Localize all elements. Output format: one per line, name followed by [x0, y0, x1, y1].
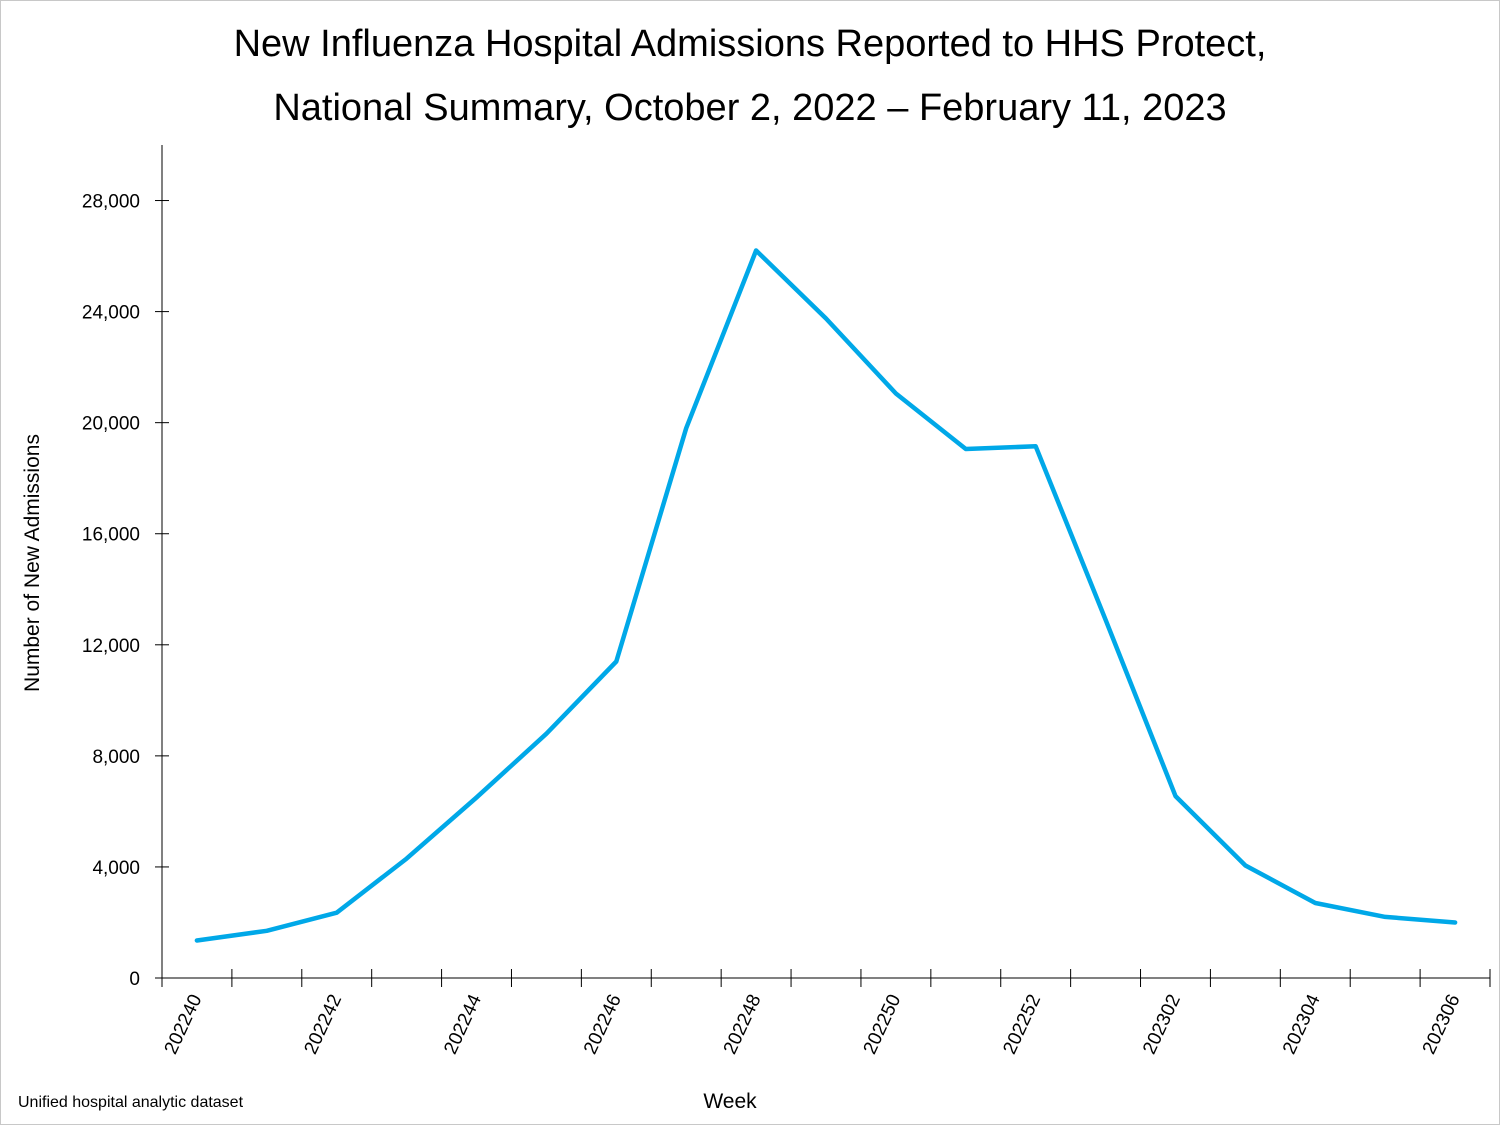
y-tick-label: 12,000: [82, 636, 140, 657]
x-tick-label: 202244: [440, 991, 486, 1058]
source-note: Unified hospital analytic dataset: [18, 1094, 244, 1111]
y-tick-label: 4,000: [92, 858, 140, 879]
x-tick-label: 202304: [1279, 991, 1325, 1058]
y-tick-label: 8,000: [92, 747, 140, 768]
x-tick-label: 202306: [1419, 991, 1465, 1057]
x-tick-label: 202252: [999, 991, 1045, 1057]
x-tick-label: 202302: [1139, 991, 1185, 1057]
y-tick-label: 20,000: [82, 414, 140, 435]
chart-title-line-2: National Summary, October 2, 2022 – Febr…: [273, 87, 1227, 129]
y-axis-label: Number of New Admissions: [21, 434, 44, 692]
x-tick-label: 202250: [860, 991, 906, 1057]
x-tick-label: 202246: [580, 991, 626, 1057]
chart-title-line-1: New Influenza Hospital Admissions Report…: [233, 23, 1267, 65]
y-tick-label: 16,000: [82, 525, 140, 546]
x-tick-label: 202248: [720, 991, 766, 1057]
x-tick-label: 202240: [161, 991, 207, 1057]
admissions-series-line: [194, 248, 1458, 943]
y-tick-label: 0: [129, 969, 140, 990]
y-tick-label: 28,000: [82, 192, 140, 213]
y-tick-label: 24,000: [82, 303, 140, 324]
x-tick-label: 202242: [300, 991, 346, 1057]
chart-title: New Influenza Hospital Admissions Report…: [0, 12, 1500, 140]
x-axis-label: Week: [703, 1090, 757, 1113]
